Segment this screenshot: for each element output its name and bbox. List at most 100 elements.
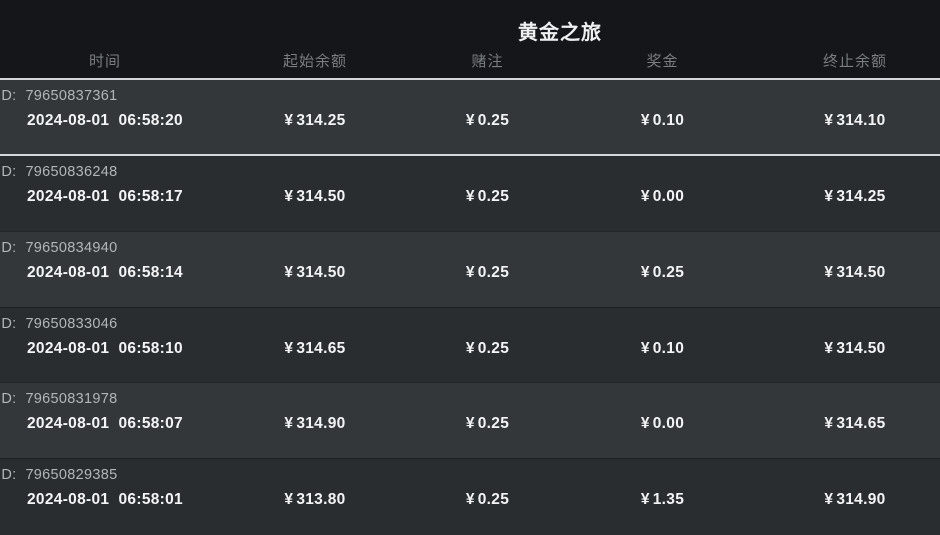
bet: ¥0.25 bbox=[420, 340, 555, 358]
row-values: 2024-08-01 06:58:01 ¥313.80 ¥0.25 ¥1.35 … bbox=[0, 491, 940, 509]
id-value: 79650829385 bbox=[25, 466, 118, 483]
history-list: ID: 79650837361 2024-08-01 06:58:20 ¥314… bbox=[0, 80, 940, 533]
end-balance-value: 314.50 bbox=[836, 339, 886, 357]
end-balance: ¥314.65 bbox=[770, 415, 940, 433]
currency-symbol: ¥ bbox=[465, 490, 475, 508]
bet-value: 0.25 bbox=[477, 490, 510, 508]
id-value: 79650837361 bbox=[25, 88, 118, 104]
start-balance-value: 314.50 bbox=[296, 187, 346, 205]
currency-symbol: ¥ bbox=[284, 339, 294, 357]
prize-value: 1.35 bbox=[652, 490, 685, 508]
table-row: ID: 79650834940 2024-08-01 06:58:14 ¥314… bbox=[0, 231, 940, 307]
bet-value: 0.25 bbox=[477, 187, 510, 205]
timestamp: 2024-08-01 06:58:17 bbox=[27, 187, 183, 205]
end-balance: ¥314.50 bbox=[770, 264, 940, 282]
end-balance: ¥314.50 bbox=[770, 340, 940, 358]
currency-symbol: ¥ bbox=[824, 112, 834, 129]
row-id: ID: 79650829385 bbox=[0, 467, 940, 483]
prize-value: 0.10 bbox=[652, 339, 685, 357]
row-id: ID: 79650834940 bbox=[0, 240, 940, 256]
currency-symbol: ¥ bbox=[284, 490, 294, 508]
start-balance-value: 313.80 bbox=[296, 490, 346, 508]
prize-value: 0.25 bbox=[652, 264, 685, 281]
id-label: ID: bbox=[0, 466, 17, 483]
currency-symbol: ¥ bbox=[465, 112, 475, 129]
start-balance-value: 314.50 bbox=[296, 264, 346, 281]
timestamp: 2024-08-01 06:58:10 bbox=[27, 339, 183, 357]
id-label: ID: bbox=[0, 163, 17, 180]
id-value: 79650831978 bbox=[25, 391, 118, 407]
id-label: ID: bbox=[0, 88, 17, 104]
table-row: ID: 79650833046 2024-08-01 06:58:10 ¥314… bbox=[0, 306, 940, 382]
start-balance: ¥314.25 bbox=[210, 112, 420, 130]
timestamp: 2024-08-01 06:58:07 bbox=[27, 415, 183, 432]
row-values: 2024-08-01 06:58:10 ¥314.65 ¥0.25 ¥0.10 … bbox=[0, 340, 940, 358]
end-balance: ¥314.10 bbox=[770, 112, 940, 130]
column-header-row: 时间 起始余额 赌注 奖金 终止余额 bbox=[0, 50, 940, 71]
prize-value: 0.00 bbox=[652, 415, 685, 432]
row-values: 2024-08-01 06:58:14 ¥314.50 ¥0.25 ¥0.25 … bbox=[0, 264, 940, 282]
timestamp: 2024-08-01 06:58:01 bbox=[27, 490, 183, 508]
currency-symbol: ¥ bbox=[824, 415, 834, 432]
bet-value: 0.25 bbox=[477, 415, 510, 432]
currency-symbol: ¥ bbox=[640, 264, 650, 281]
row-values: 2024-08-01 06:58:20 ¥314.25 ¥0.25 ¥0.10 … bbox=[0, 112, 940, 130]
table-row: ID: 79650831978 2024-08-01 06:58:07 ¥314… bbox=[0, 382, 940, 458]
prize-value: 0.10 bbox=[652, 112, 685, 129]
end-balance-value: 314.25 bbox=[836, 187, 886, 205]
prize: ¥0.00 bbox=[555, 188, 770, 206]
table-row: ID: 79650837361 2024-08-01 06:58:20 ¥314… bbox=[0, 80, 940, 156]
bet: ¥0.25 bbox=[420, 112, 555, 130]
table-row: ID: 79650836248 2024-08-01 06:58:17 ¥314… bbox=[0, 155, 940, 231]
table-header: 黄金之旅 时间 起始余额 赌注 奖金 终止余额 bbox=[0, 0, 940, 80]
start-balance: ¥314.90 bbox=[210, 415, 420, 433]
bet-value: 0.25 bbox=[477, 264, 510, 281]
prize: ¥0.10 bbox=[555, 340, 770, 358]
currency-symbol: ¥ bbox=[284, 112, 294, 129]
id-value: 79650834940 bbox=[25, 240, 118, 256]
currency-symbol: ¥ bbox=[465, 187, 475, 205]
end-balance-value: 314.65 bbox=[836, 415, 886, 432]
id-label: ID: bbox=[0, 391, 17, 407]
row-id: ID: 79650837361 bbox=[0, 88, 940, 104]
id-value: 79650833046 bbox=[25, 315, 118, 332]
end-balance-value: 314.90 bbox=[836, 490, 886, 508]
currency-symbol: ¥ bbox=[640, 187, 650, 205]
end-balance-value: 314.50 bbox=[836, 264, 886, 281]
currency-symbol: ¥ bbox=[824, 339, 834, 357]
currency-symbol: ¥ bbox=[640, 490, 650, 508]
currency-symbol: ¥ bbox=[824, 264, 834, 281]
column-header-prize: 奖金 bbox=[646, 53, 679, 70]
end-balance-value: 314.10 bbox=[836, 112, 886, 129]
bet: ¥0.25 bbox=[420, 491, 555, 509]
row-id: ID: 79650831978 bbox=[0, 391, 940, 407]
timestamp: 2024-08-01 06:58:20 bbox=[27, 112, 183, 129]
prize: ¥0.10 bbox=[555, 112, 770, 130]
prize: ¥1.35 bbox=[555, 491, 770, 509]
start-balance: ¥314.65 bbox=[210, 340, 420, 358]
currency-symbol: ¥ bbox=[465, 264, 475, 281]
column-header-end-balance: 终止余额 bbox=[822, 53, 887, 70]
currency-symbol: ¥ bbox=[640, 415, 650, 432]
currency-symbol: ¥ bbox=[824, 490, 834, 508]
end-balance: ¥314.90 bbox=[770, 491, 940, 509]
id-label: ID: bbox=[0, 240, 17, 256]
id-value: 79650836248 bbox=[25, 163, 118, 180]
page-title: 黄金之旅 bbox=[518, 22, 602, 44]
end-balance: ¥314.25 bbox=[770, 188, 940, 206]
column-header-bet: 赌注 bbox=[471, 53, 504, 70]
bet-value: 0.25 bbox=[477, 112, 510, 129]
bet: ¥0.25 bbox=[420, 415, 555, 433]
start-balance: ¥314.50 bbox=[210, 188, 420, 206]
bet: ¥0.25 bbox=[420, 188, 555, 206]
bet-value: 0.25 bbox=[477, 339, 510, 357]
start-balance: ¥314.50 bbox=[210, 264, 420, 282]
prize-value: 0.00 bbox=[652, 187, 685, 205]
row-id: ID: 79650833046 bbox=[0, 316, 940, 332]
start-balance: ¥313.80 bbox=[210, 491, 420, 509]
table-row: ID: 79650829385 2024-08-01 06:58:01 ¥313… bbox=[0, 457, 940, 533]
currency-symbol: ¥ bbox=[284, 415, 294, 432]
row-values: 2024-08-01 06:58:07 ¥314.90 ¥0.25 ¥0.00 … bbox=[0, 415, 940, 433]
prize: ¥0.25 bbox=[555, 264, 770, 282]
